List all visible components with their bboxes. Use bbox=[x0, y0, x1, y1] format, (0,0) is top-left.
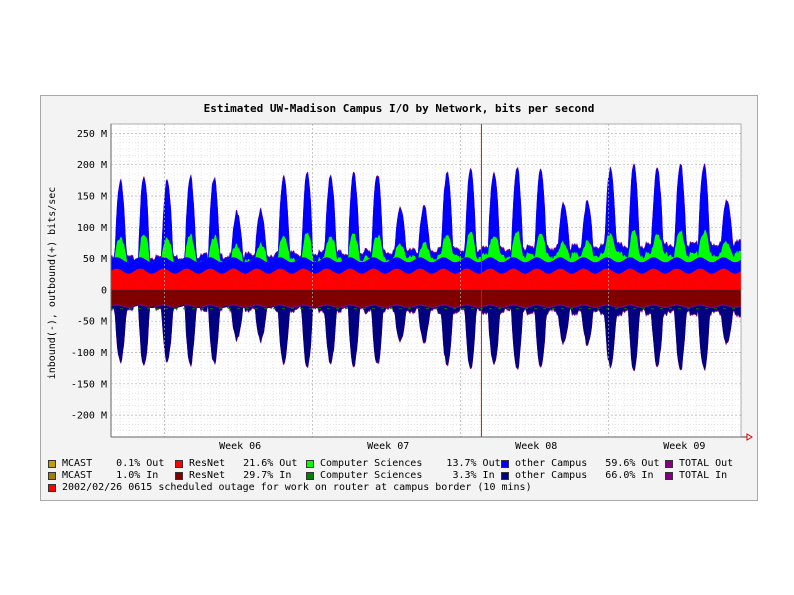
y-tick-label: -200 M bbox=[71, 411, 107, 422]
y-tick-label: 50 M bbox=[83, 254, 107, 265]
legend-item-resnet-out: ResNet 21.6% Out bbox=[175, 458, 297, 470]
legend-swatch bbox=[48, 472, 56, 480]
legend-label: Computer Sciences 3.3% In bbox=[320, 470, 495, 481]
chart-frame: Estimated UW-Madison Campus I/O by Netwo… bbox=[40, 95, 758, 501]
legend-swatch bbox=[501, 460, 509, 468]
legend-item-mcast-in: MCAST 1.0% In bbox=[48, 470, 158, 482]
legend-swatch bbox=[306, 460, 314, 468]
legend-label: 2002/02/26 0615 scheduled outage for wor… bbox=[62, 482, 532, 493]
legend-label: ResNet 29.7% In bbox=[189, 470, 292, 481]
legend-item-total-in: TOTAL In bbox=[665, 470, 727, 482]
x-tick-label: Week 09 bbox=[663, 441, 705, 452]
legend-item-mcast-out: MCAST 0.1% Out bbox=[48, 458, 164, 470]
x-tick-label: Week 07 bbox=[367, 441, 409, 452]
series-other-campus-out-band bbox=[111, 257, 741, 274]
legend-item-cs-in: Computer Sciences 3.3% In bbox=[306, 470, 495, 482]
legend-swatch bbox=[501, 472, 509, 480]
plot-area: 250 M 200 M 150 M 100 M 50 M 0 -50 M -100 M -150… bbox=[71, 123, 753, 452]
legend-item-outage: 2002/02/26 0615 scheduled outage for wor… bbox=[48, 482, 748, 494]
legend-label: Computer Sciences 13.7% Out bbox=[320, 458, 501, 469]
chart-svg: Estimated UW-Madison Campus I/O by Netwo… bbox=[47, 102, 753, 452]
series-resnet-out bbox=[111, 268, 741, 290]
y-tick-label: 150 M bbox=[77, 191, 107, 202]
series-other-campus-in bbox=[111, 303, 741, 371]
y-tick-label: 100 M bbox=[77, 223, 107, 234]
legend-swatch bbox=[48, 484, 56, 492]
legend-item-other-out: other Campus 59.6% Out bbox=[501, 458, 660, 470]
y-tick-label: 200 M bbox=[77, 160, 107, 171]
y-tick-label: 0 bbox=[101, 285, 107, 296]
plot-border bbox=[110, 123, 742, 438]
series-computer-sciences-out bbox=[111, 229, 741, 269]
legend-item-other-in: other Campus 66.0% In bbox=[501, 470, 653, 482]
legend-label: ResNet 21.6% Out bbox=[189, 458, 298, 469]
legend-swatch bbox=[306, 472, 314, 480]
y-tick-label: -100 M bbox=[71, 348, 107, 359]
legend-label: MCAST 1.0% In bbox=[62, 470, 159, 481]
y-tick-label: -150 M bbox=[71, 379, 107, 390]
y-tick-label: 250 M bbox=[77, 129, 107, 140]
legend-label: other Campus 66.0% In bbox=[515, 470, 654, 481]
chart-title: Estimated UW-Madison Campus I/O by Netwo… bbox=[204, 102, 595, 115]
y-tick-label: -50 M bbox=[77, 317, 107, 328]
legend-swatch bbox=[665, 472, 673, 480]
legend-label: other Campus 59.6% Out bbox=[515, 458, 660, 469]
legend-item-total-out: TOTAL Out bbox=[665, 458, 733, 470]
legend-swatch bbox=[175, 460, 183, 468]
legend-swatch bbox=[48, 460, 56, 468]
x-tick-label: Week 08 bbox=[515, 441, 557, 452]
legend-swatch bbox=[175, 472, 183, 480]
legend-swatch bbox=[665, 460, 673, 468]
legend-label: MCAST 0.1% Out bbox=[62, 458, 165, 469]
x-tick-label: Week 06 bbox=[219, 441, 261, 452]
legend-item-resnet-in: ResNet 29.7% In bbox=[175, 470, 291, 482]
legend-item-cs-out: Computer Sciences 13.7% Out bbox=[306, 458, 501, 470]
y-axis-label: inbound(-), outbound(+) bits/sec bbox=[47, 187, 58, 380]
series-resnet-in bbox=[111, 289, 741, 307]
legend-label: TOTAL In bbox=[679, 470, 728, 481]
legend-label: TOTAL Out bbox=[679, 458, 734, 469]
x-axis-arrow bbox=[746, 433, 753, 441]
